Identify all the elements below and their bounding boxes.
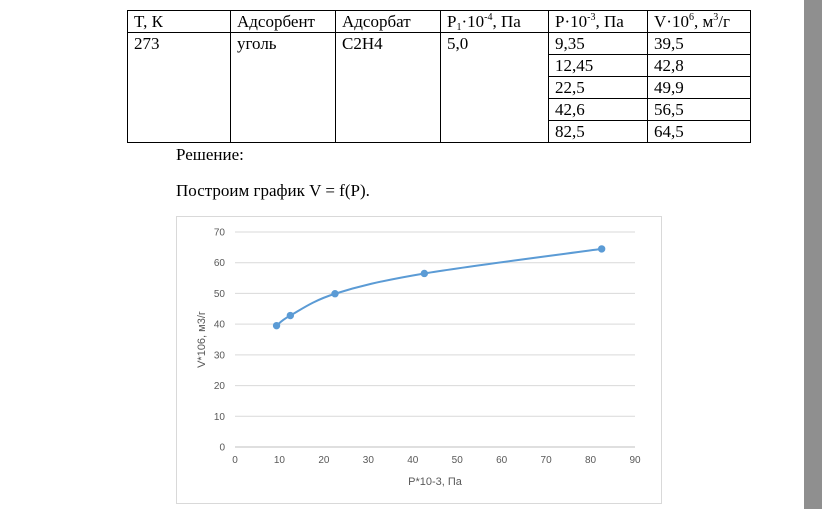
cell-p-value: 9,35 xyxy=(548,32,648,55)
x-axis-title: P*10-3, Па xyxy=(408,476,463,488)
table-row: 42,6 56,5 xyxy=(128,98,751,121)
cell-v-value: 56,5 xyxy=(647,98,751,121)
y-tick-label: 60 xyxy=(214,258,226,269)
cell-v-value: 49,9 xyxy=(647,76,751,99)
header-adsorbate: Адсорбат xyxy=(335,10,441,33)
cell-p-value: 12,45 xyxy=(548,54,648,77)
data-table: T, К Адсорбент Адсорбат P1·10-4, Па P·10… xyxy=(127,10,751,143)
cell-p-value: 82,5 xyxy=(548,120,648,143)
y-tick-label: 70 xyxy=(214,228,226,239)
x-tick-label: 30 xyxy=(363,455,375,466)
y-tick-label: 10 xyxy=(214,412,226,423)
x-tick-label: 0 xyxy=(232,455,238,466)
x-tick-label: 70 xyxy=(541,455,553,466)
cell-adsorbate: C2H4 xyxy=(335,32,441,143)
x-tick-label: 10 xyxy=(274,455,286,466)
y-axis-title: V*106, м3/г xyxy=(196,311,208,368)
plot-instruction: Построим график V = f(P). xyxy=(176,181,370,200)
y-tick-label: 0 xyxy=(219,443,225,454)
x-tick-label: 20 xyxy=(318,455,330,466)
chart-svg: 0 10 20 30 40 50 60 70 0 10 20 30 40 50 60 70 80 90 P*10-3… xyxy=(196,228,641,489)
header-p: P·10-3, Па xyxy=(548,10,648,33)
x-tick-label: 60 xyxy=(496,455,508,466)
x-tick-label: 40 xyxy=(407,455,419,466)
data-point xyxy=(420,269,429,278)
x-tick-label: 50 xyxy=(452,455,464,466)
y-tick-label: 30 xyxy=(214,350,226,361)
cell-temperature: 273 xyxy=(127,32,231,143)
table-row: 273 уголь C2H4 5,0 9,35 39,5 xyxy=(127,32,751,143)
chart-area: 0 10 20 30 40 50 60 70 0 10 20 30 40 50 60 70 80 90 P*10-3… xyxy=(176,216,662,504)
header-temperature: T, К xyxy=(127,10,231,33)
cell-adsorbent: уголь xyxy=(230,32,336,143)
data-point xyxy=(597,245,606,253)
cell-p1: 5,0 xyxy=(440,32,549,143)
y-tick-label: 40 xyxy=(214,320,226,331)
table-header-row: T, К Адсорбент Адсорбат P1·10-4, Па P·10… xyxy=(127,10,751,33)
cell-p-value: 22,5 xyxy=(548,76,648,99)
solution-heading: Решение: xyxy=(176,145,244,164)
data-point xyxy=(331,290,339,298)
cell-v-value: 42,8 xyxy=(647,54,751,77)
cell-p-value: 42,6 xyxy=(548,98,648,121)
table-row: 82,5 64,5 xyxy=(128,120,751,143)
header-p1: P1·10-4, Па xyxy=(440,10,549,33)
data-point xyxy=(272,321,281,330)
x-tick-label: 80 xyxy=(585,455,597,466)
data-point xyxy=(286,311,295,320)
y-tick-label: 50 xyxy=(214,289,226,300)
cell-v-value: 39,5 xyxy=(647,32,751,55)
y-tick-label: 20 xyxy=(214,381,226,392)
header-adsorbent: Адсорбент xyxy=(230,10,336,33)
window-edge-bar xyxy=(804,0,822,509)
cell-v-value: 64,5 xyxy=(647,120,751,143)
x-tick-label: 90 xyxy=(629,455,641,466)
header-v: V·106, м3/г xyxy=(647,10,751,33)
series-line xyxy=(275,247,602,327)
